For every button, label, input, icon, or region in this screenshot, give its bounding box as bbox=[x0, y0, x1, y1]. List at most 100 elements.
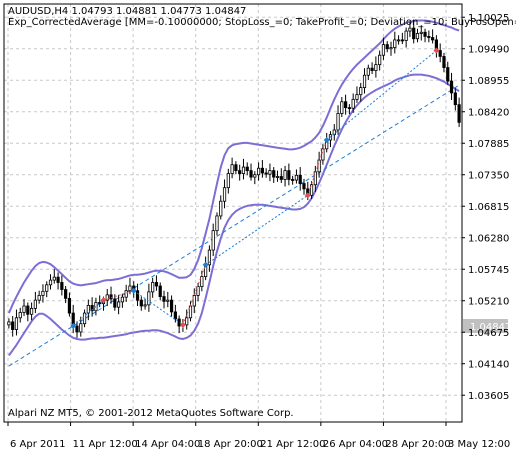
candles bbox=[7, 19, 461, 338]
candle-body bbox=[200, 276, 204, 287]
candle-body bbox=[82, 312, 87, 325]
y-tick-label: 1.10025 bbox=[468, 13, 509, 24]
candle-body bbox=[37, 295, 41, 301]
candle-body bbox=[162, 296, 166, 302]
candle-body bbox=[393, 39, 397, 48]
x-tick-label: 14 Apr 04:00 bbox=[135, 439, 200, 450]
y-tick-label: 1.06280 bbox=[468, 234, 509, 245]
y-axis: 1.10025 1.09490 1.08955 1.08420 1.07885 1.073… bbox=[462, 13, 509, 402]
trade-link-line bbox=[103, 290, 134, 301]
x-tick-label: 11 Apr 12:00 bbox=[73, 439, 138, 450]
candle-body bbox=[45, 284, 49, 292]
candle-body bbox=[389, 47, 393, 50]
candle-body bbox=[226, 173, 230, 189]
candle-body bbox=[143, 304, 147, 307]
signals bbox=[70, 47, 440, 330]
sell-signal-marker bbox=[433, 47, 440, 54]
candle-body bbox=[135, 290, 140, 301]
candle-body bbox=[98, 302, 102, 305]
candle-body bbox=[264, 172, 268, 175]
trade-link-line bbox=[182, 264, 207, 326]
y-tick-label: 1.05210 bbox=[468, 297, 509, 308]
candle-body bbox=[396, 39, 401, 42]
y-tick-label: 1.08955 bbox=[468, 76, 509, 87]
candle-body bbox=[151, 282, 155, 293]
candle-body bbox=[351, 98, 355, 109]
candle-body bbox=[238, 170, 242, 174]
candle-body bbox=[185, 317, 189, 326]
x-tick-label: 21 Apr 12:00 bbox=[260, 439, 325, 450]
candle-body bbox=[192, 295, 196, 307]
candle-body bbox=[14, 317, 19, 330]
candle-body bbox=[362, 74, 367, 88]
candle-body bbox=[336, 113, 340, 131]
candle-body bbox=[287, 170, 291, 180]
candle-body bbox=[415, 33, 420, 40]
candle-body bbox=[29, 307, 34, 315]
bands bbox=[7, 19, 460, 357]
copyright-text: Alpari NZ MT5, © 2001-2012 MetaQuotes So… bbox=[8, 408, 294, 419]
y-tick-label: 1.08420 bbox=[468, 108, 509, 119]
current-price-box bbox=[463, 319, 508, 333]
candle-body bbox=[294, 174, 299, 181]
candle-body bbox=[332, 129, 336, 136]
candle-body bbox=[211, 230, 215, 251]
candle-body bbox=[256, 167, 261, 176]
symbol-line: AUDUSD,H4 1.04793 1.04881 1.04773 1.0484… bbox=[8, 6, 246, 17]
candle-body bbox=[230, 164, 234, 174]
candle-body bbox=[109, 294, 113, 300]
trade-link-line bbox=[205, 194, 309, 266]
candle-body bbox=[196, 286, 200, 296]
trade-link-line bbox=[326, 50, 437, 141]
candle-body bbox=[260, 167, 264, 174]
candle-body bbox=[272, 170, 276, 178]
candle-body bbox=[431, 37, 435, 41]
y-tick-label: 1.06815 bbox=[468, 202, 509, 213]
candle-body bbox=[124, 290, 128, 298]
candle-body bbox=[374, 64, 378, 71]
x-tick-label: 6 Apr 2011 bbox=[10, 439, 65, 450]
y-tick-label: 1.04140 bbox=[468, 360, 509, 371]
candle-body bbox=[453, 92, 457, 106]
upper-band-line bbox=[7, 19, 460, 314]
candle-body bbox=[446, 67, 450, 82]
candle-body bbox=[147, 291, 151, 306]
candle-body bbox=[158, 285, 162, 297]
candle-body bbox=[253, 174, 257, 178]
candle-body bbox=[366, 67, 370, 76]
candle-body bbox=[427, 35, 431, 38]
candle-body bbox=[7, 321, 11, 326]
x-tick-label: 18 Apr 20:00 bbox=[198, 439, 263, 450]
candle-body bbox=[423, 31, 427, 37]
candle-body bbox=[166, 299, 170, 302]
candle-body bbox=[234, 164, 238, 172]
candle-body bbox=[381, 44, 386, 56]
candle-body bbox=[79, 323, 83, 333]
candle-body bbox=[105, 294, 109, 301]
candle-body bbox=[317, 159, 321, 173]
candle-body bbox=[173, 311, 177, 320]
y-tick-label: 1.03605 bbox=[468, 391, 509, 402]
candle-body bbox=[344, 101, 348, 109]
candle-body bbox=[359, 87, 363, 96]
candle-body bbox=[449, 80, 454, 94]
candle-body bbox=[457, 104, 461, 123]
candle-body bbox=[321, 148, 325, 161]
candle-body bbox=[370, 67, 374, 71]
y-tick-label: 1.04675 bbox=[468, 328, 509, 339]
candle-body bbox=[291, 179, 295, 181]
y-tick-label: 1.07350 bbox=[468, 171, 509, 182]
candle-body bbox=[442, 55, 446, 68]
candle-body bbox=[64, 289, 68, 299]
candle-body bbox=[215, 215, 219, 232]
candle-body bbox=[41, 290, 45, 296]
trade-link-line bbox=[133, 290, 184, 326]
ea-parameters-line: Exp_CorrectedAverage [MM=-0.10000000; St… bbox=[8, 17, 516, 28]
candle-body bbox=[438, 50, 442, 57]
candle-body bbox=[408, 27, 412, 32]
candle-body bbox=[117, 301, 121, 308]
candle-body bbox=[48, 279, 53, 286]
candle-body bbox=[86, 305, 90, 314]
candle-body bbox=[207, 249, 212, 266]
